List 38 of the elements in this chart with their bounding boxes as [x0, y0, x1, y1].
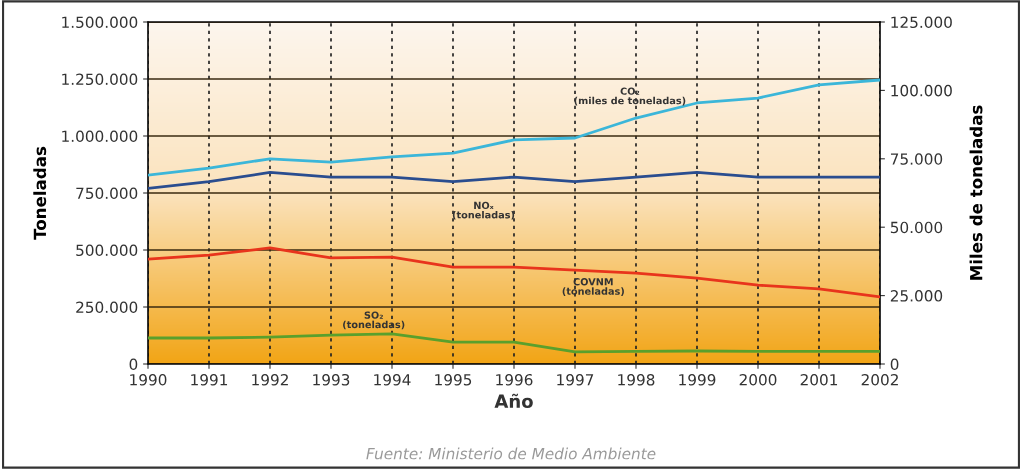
line-series: [148, 171, 880, 190]
series-label: CO₂ (miles de toneladas): [574, 87, 686, 106]
y2-tick-label: 0: [890, 358, 899, 371]
source-note: Fuente: Ministerio de Medio Ambiente: [366, 447, 656, 460]
x-tick-label: 1995: [435, 373, 472, 386]
y-axis-title: Toneladas: [33, 146, 47, 240]
y-tick-label: 250.000: [76, 301, 138, 314]
series-label: SO₂ (toneladas): [343, 311, 405, 330]
x-tick-label: 1994: [374, 373, 411, 386]
x-tick-label: 1992: [252, 373, 288, 386]
x-axis-title: Año: [494, 393, 533, 409]
y-tick-label: 0: [129, 358, 138, 371]
x-tick-label: 2002: [861, 373, 898, 386]
y2-tick-label: 75.000: [890, 153, 943, 165]
series-label: COVNM (toneladas): [562, 278, 624, 296]
y2-tick-label: 100.000: [891, 84, 952, 97]
x-tick-label: 1990: [130, 373, 167, 386]
y-tick-label: 500.000: [76, 244, 138, 257]
line-series: [148, 246, 880, 299]
y-tick-label: 750.000: [76, 187, 138, 200]
x-tick-label: 2000: [739, 373, 777, 386]
y-tick-label: 1.000.000: [62, 130, 138, 143]
x-tick-label: 1998: [618, 373, 655, 386]
text: NOₓ (toneladas): [452, 201, 515, 220]
y2-tick-label: 25.000: [890, 290, 943, 302]
line-series: [148, 78, 880, 177]
y2-tick-label: 50.000: [890, 221, 943, 234]
y2-tick-label: 125.000: [891, 16, 952, 29]
x-tick-label: 1999: [679, 373, 716, 386]
x-tick-label: 1997: [557, 373, 594, 386]
x-tick-label: 1993: [313, 373, 350, 386]
y-tick-label: 1.500.000: [62, 16, 138, 29]
x-tick-label: 1996: [496, 373, 533, 386]
y-tick-label: 1.250.000: [62, 73, 138, 86]
x-tick-label: 1991: [191, 373, 228, 386]
y2-axis-title: Miles de toneladas: [969, 105, 983, 280]
line-series: [148, 332, 880, 354]
x-tick-label: 2001: [800, 373, 838, 386]
